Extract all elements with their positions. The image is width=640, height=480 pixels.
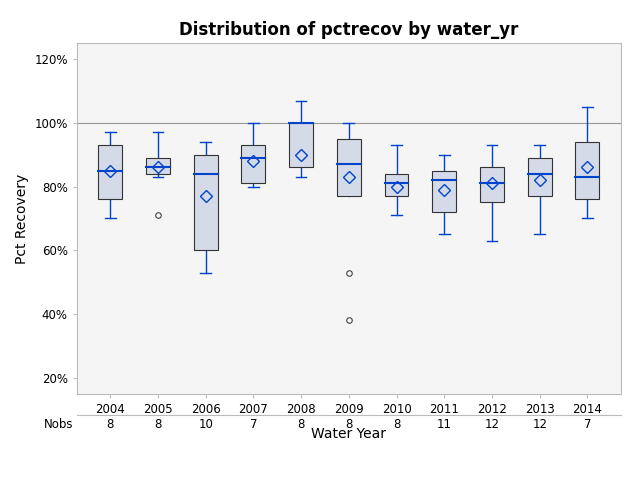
Text: 8: 8 <box>106 418 114 432</box>
Text: 12: 12 <box>532 418 547 432</box>
Bar <box>432 170 456 212</box>
Bar <box>194 155 218 250</box>
Bar <box>480 168 504 203</box>
Text: 12: 12 <box>484 418 499 432</box>
Bar <box>575 142 599 199</box>
Text: Nobs: Nobs <box>44 418 74 432</box>
X-axis label: Water Year: Water Year <box>311 427 387 441</box>
Y-axis label: Pct Recovery: Pct Recovery <box>15 173 29 264</box>
Title: Distribution of pctrecov by water_yr: Distribution of pctrecov by water_yr <box>179 21 518 39</box>
Text: 8: 8 <box>298 418 305 432</box>
Bar <box>99 145 122 199</box>
Bar <box>289 123 313 168</box>
Text: 8: 8 <box>345 418 353 432</box>
Bar <box>337 139 361 196</box>
Bar <box>385 174 408 196</box>
Text: 7: 7 <box>584 418 591 432</box>
Bar <box>146 158 170 174</box>
Text: 8: 8 <box>393 418 400 432</box>
Text: 10: 10 <box>198 418 213 432</box>
Text: 7: 7 <box>250 418 257 432</box>
Text: 11: 11 <box>436 418 452 432</box>
Bar <box>528 158 552 196</box>
Text: 8: 8 <box>154 418 162 432</box>
Bar <box>241 145 266 183</box>
